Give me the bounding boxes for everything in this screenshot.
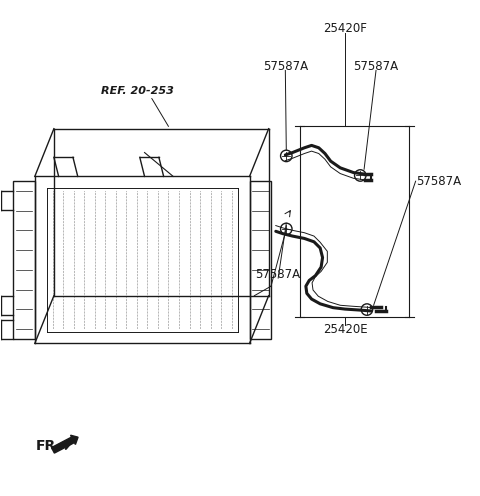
Text: 57587A: 57587A (263, 60, 308, 73)
Text: 57587A: 57587A (256, 268, 301, 281)
FancyArrow shape (51, 435, 78, 453)
Text: REF. 20-253: REF. 20-253 (101, 85, 174, 96)
Text: 57587A: 57587A (417, 175, 462, 187)
Text: 25420F: 25420F (323, 22, 367, 35)
Text: FR.: FR. (36, 439, 61, 453)
Text: 25420E: 25420E (323, 322, 367, 336)
Text: 57587A: 57587A (353, 60, 398, 73)
